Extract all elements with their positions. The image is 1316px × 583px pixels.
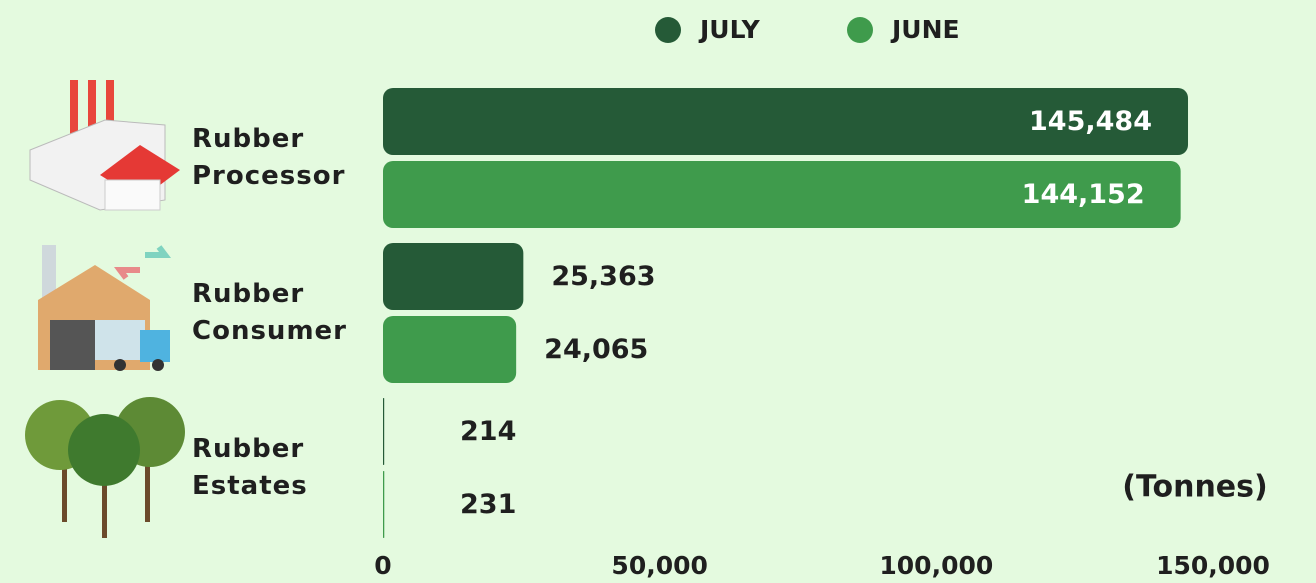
bar [383, 316, 517, 383]
value-label: 144,152 [1022, 179, 1145, 210]
legend-marker [655, 17, 681, 43]
bar [383, 398, 385, 465]
legend-marker [847, 17, 873, 43]
bar [383, 471, 385, 538]
category-label: Rubber Processor [192, 124, 346, 191]
factory-icon [29, 80, 180, 211]
value-label: 214 [460, 416, 516, 447]
bar [383, 161, 1181, 228]
x-tick-label: 0 [374, 551, 391, 580]
category-label: Rubber Consumer [192, 279, 347, 346]
x-tick-label: 150,000 [1156, 551, 1270, 580]
trees-icon [25, 397, 185, 538]
value-label: 25,363 [551, 261, 655, 292]
value-label: 231 [460, 489, 516, 520]
bar [383, 88, 1189, 155]
value-label: 24,065 [544, 334, 648, 365]
legend-label: JUNE [890, 15, 960, 44]
x-tick-label: 50,000 [611, 551, 707, 580]
x-tick-label: 100,000 [879, 551, 993, 580]
category-label: Rubber Estates [192, 434, 308, 501]
unit-annotation: (Tonnes) [1122, 470, 1267, 505]
consumer-icon [38, 245, 171, 371]
legend-label: JULY [698, 15, 761, 44]
bar [383, 243, 524, 310]
value-label: 145,484 [1029, 106, 1152, 137]
